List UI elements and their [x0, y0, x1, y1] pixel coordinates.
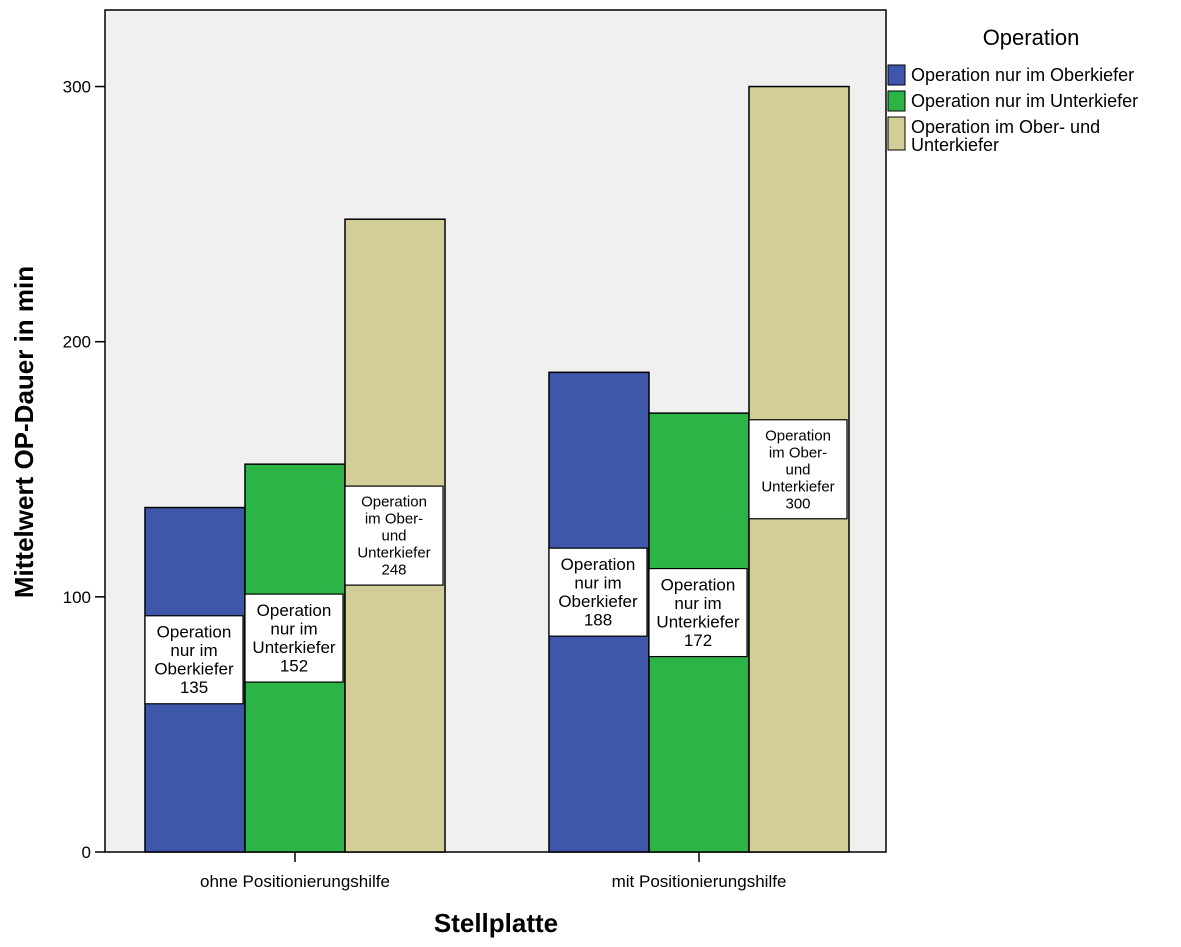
legend-swatch	[887, 64, 906, 86]
bar-label-text: 188	[584, 610, 612, 629]
bar-label-box	[548, 547, 648, 637]
x-axis-title: Stellplatte	[434, 908, 558, 938]
bar-label-box	[244, 593, 344, 683]
bar-label-text: Operation	[765, 427, 831, 444]
bar-label-text: nur im	[674, 594, 721, 613]
bar-label-box	[748, 419, 848, 520]
bar-label-text: Oberkiefer	[558, 592, 638, 611]
bar-label-text: 172	[684, 631, 712, 650]
legend-label: Operation nur im Unterkiefer	[911, 91, 1138, 111]
x-tick-label: mit Positionierungshilfe	[612, 872, 787, 891]
bar-label-box	[344, 485, 444, 586]
bar-label-text: Operation	[661, 575, 736, 594]
bar-label-text: im Ober-	[365, 511, 423, 528]
bar-label-box	[648, 567, 748, 658]
bar-label-text: Unterkiefer	[357, 545, 430, 562]
y-tick-label: 100	[63, 588, 91, 607]
bar-label-text: 248	[381, 562, 406, 579]
legend: Operation Operation nur im Oberkiefer Ope…	[887, 25, 1138, 155]
bar-label-text: nur im	[170, 641, 217, 660]
x-tick-label: ohne Positionierungshilfe	[200, 872, 390, 891]
legend-label: Operation nur im Oberkiefer	[911, 65, 1134, 85]
bar-label-text: Operation	[157, 623, 232, 642]
bar-label-text: Operation	[361, 494, 427, 511]
bar-label-text: Unterkiefer	[656, 612, 739, 631]
bar-label-text: Operation	[257, 601, 332, 620]
bar-label-text: und	[381, 528, 406, 545]
bar-label-text: 135	[180, 678, 208, 697]
y-tick-label: 300	[63, 78, 91, 97]
bar-label-text: Unterkiefer	[761, 478, 834, 495]
x-axis: ohne Positionierungshilfe mit Positionier…	[200, 852, 786, 891]
bar-label-text: im Ober-	[769, 444, 827, 461]
bar-label-text: nur im	[270, 619, 317, 638]
bar-label-text: 152	[280, 656, 308, 675]
bar-label-text: Oberkiefer	[154, 660, 234, 679]
bar-label-text: nur im	[574, 573, 621, 592]
bar-label-text: Unterkiefer	[252, 638, 335, 657]
y-tick-label: 0	[82, 843, 91, 862]
legend-swatch	[887, 90, 906, 112]
legend-title: Operation	[983, 25, 1080, 50]
legend-label: Unterkiefer	[911, 135, 999, 155]
bar-label-text: Operation	[561, 555, 636, 574]
legend-label: Operation im Ober- und	[911, 117, 1100, 137]
bar-label-box	[144, 615, 244, 705]
legend-swatch	[887, 116, 906, 151]
y-axis-title: Mittelwert OP-Dauer in min	[9, 266, 39, 598]
bar-label-text: und	[785, 461, 810, 478]
y-tick-label: 200	[63, 333, 91, 352]
bar-label-text: 300	[785, 495, 810, 512]
y-axis: 0 100 200 300	[63, 78, 105, 862]
